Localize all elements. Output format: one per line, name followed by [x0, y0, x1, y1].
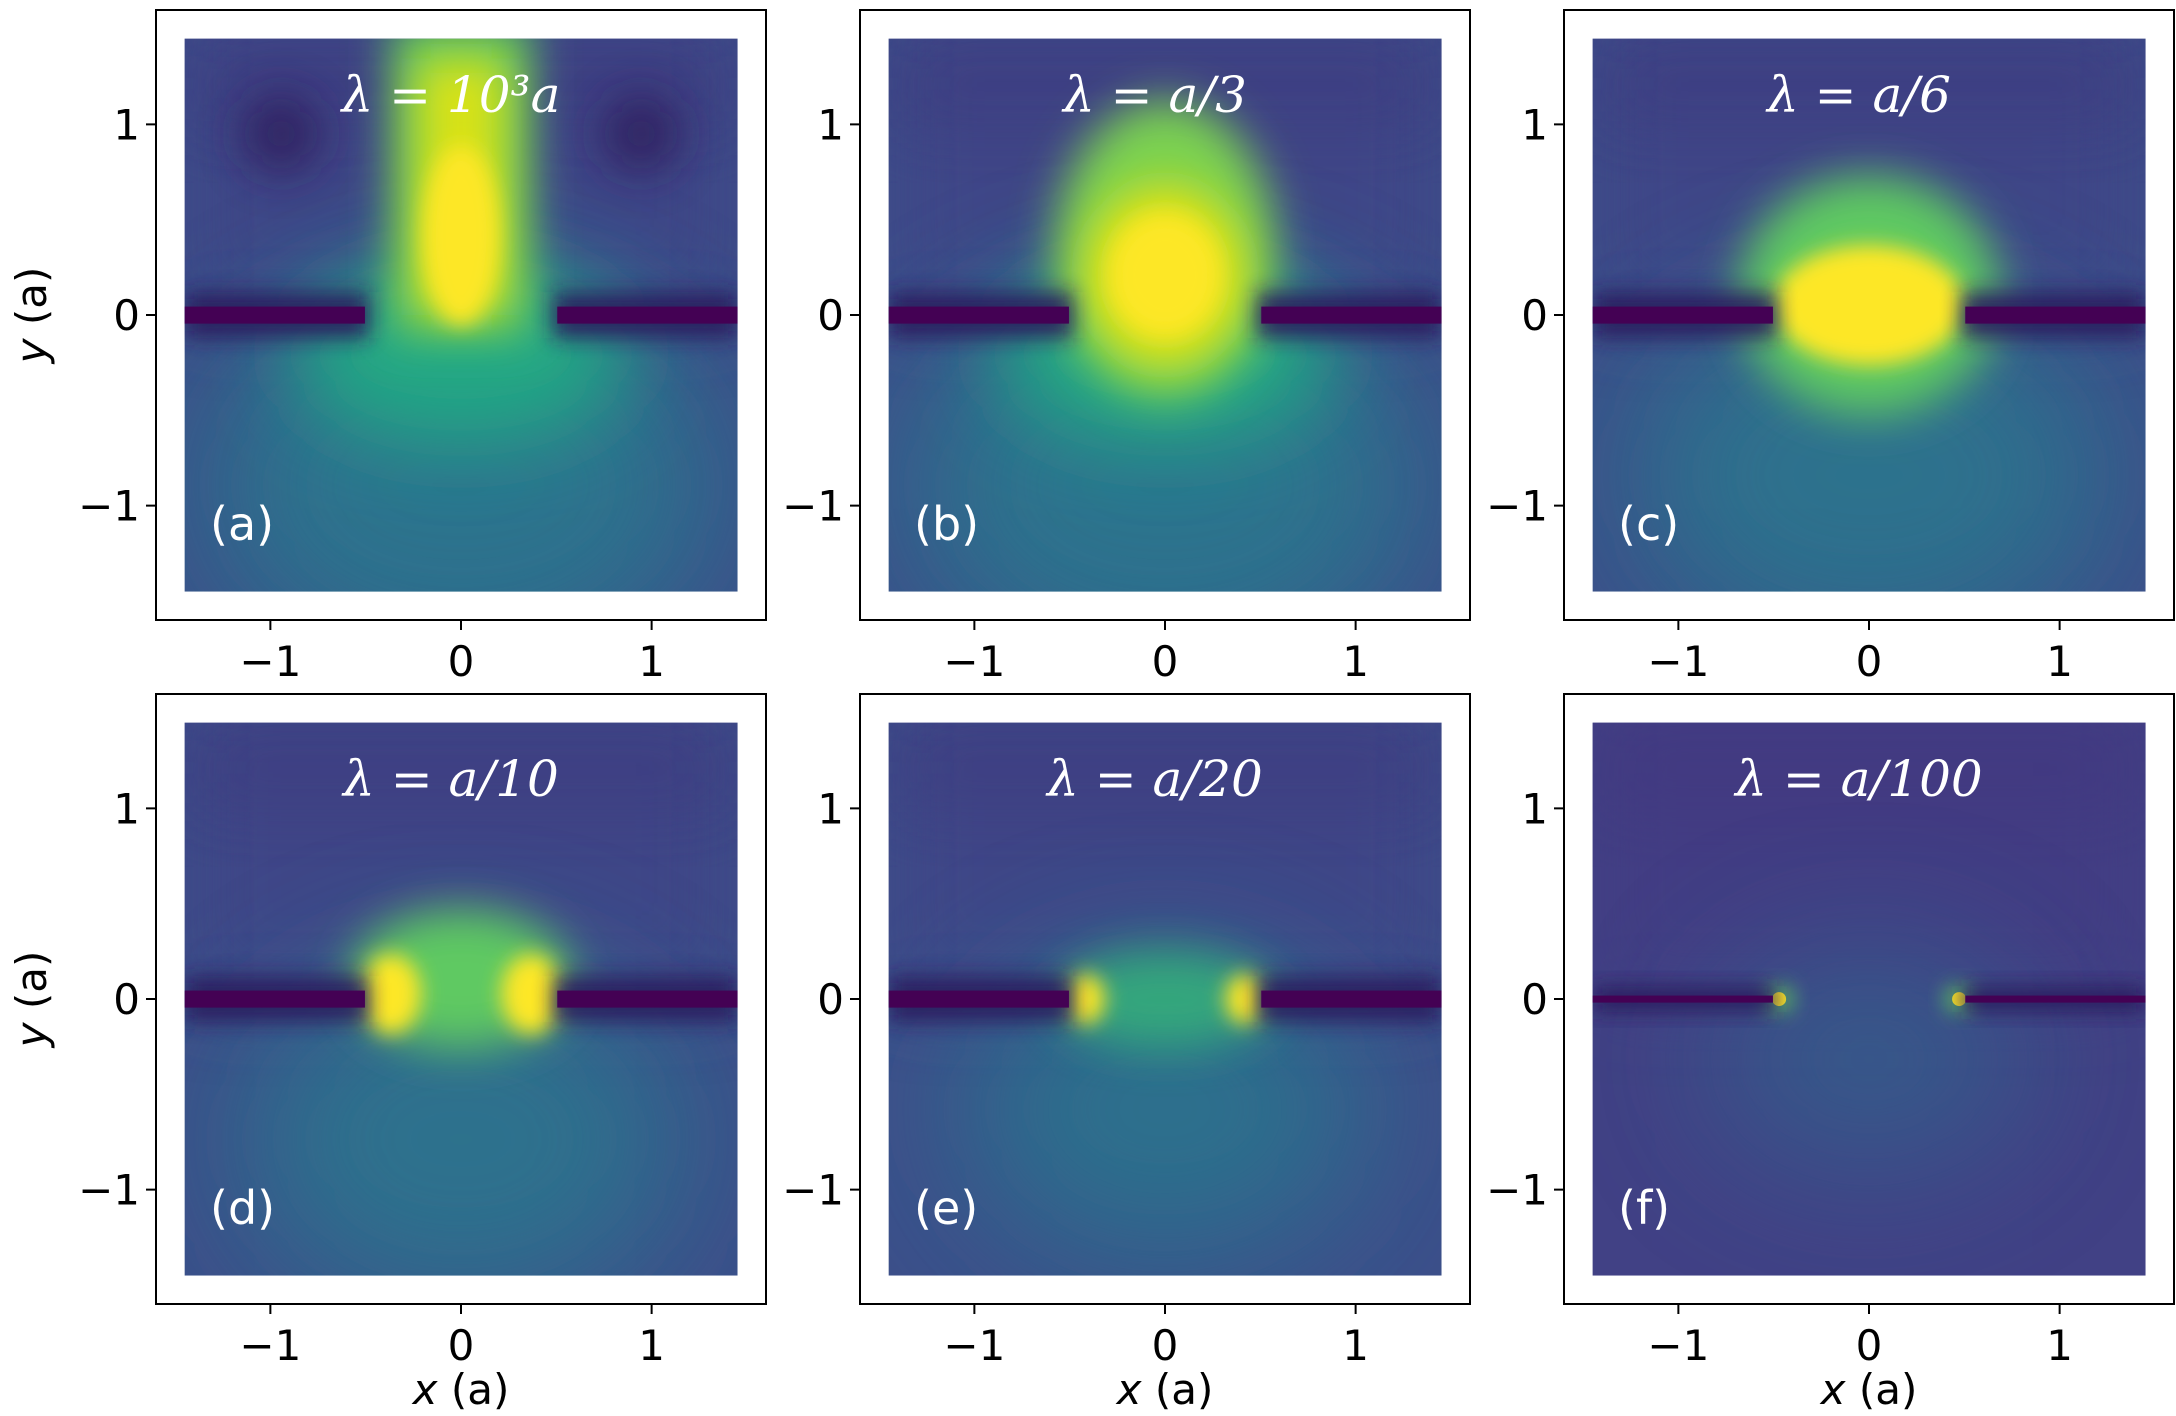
panel-letter: (c) [1618, 497, 1679, 551]
panel-title: λ = a/20 [1045, 750, 1263, 808]
plate-right [557, 990, 738, 1008]
y-tick-label: 0 [1521, 291, 1548, 340]
plate-right [1261, 990, 1442, 1008]
heatmap-image [1592, 38, 2146, 592]
x-tick-label: 1 [1342, 1321, 1369, 1370]
x-tick-label: −1 [239, 637, 301, 686]
y-axis-title: y (a) [7, 951, 56, 1050]
y-tick-label: 1 [113, 100, 140, 149]
panel-f: −1 0 1 1 0 −1 λ = a/100 (f) x (a) [1486, 693, 2175, 1414]
x-tick-label: 1 [1342, 637, 1369, 686]
x-axis-title: x (a) [411, 1365, 510, 1414]
x-tick-label: −1 [1647, 637, 1709, 686]
x-tick-label: −1 [1647, 1321, 1709, 1370]
y-tick-label: −1 [78, 1166, 140, 1215]
y-tick-label: 1 [817, 100, 844, 149]
panel-a: −1 0 1 1 0 −1 λ = 10³a (a) y (a) [7, 9, 767, 686]
y-tick-label: −1 [1486, 482, 1548, 531]
y-tick-label: −1 [782, 482, 844, 531]
x-tick-label: −1 [239, 1321, 301, 1370]
plate-right [557, 306, 738, 324]
y-tick-label: 0 [817, 291, 844, 340]
plate-left [888, 306, 1069, 324]
plate-left [1592, 995, 1773, 1003]
y-tick-label: 0 [1521, 975, 1548, 1024]
y-axis-title: y (a) [7, 267, 56, 366]
x-tick-label: 0 [1152, 1321, 1179, 1370]
y-tick-label: 0 [113, 975, 140, 1024]
y-tick-label: 0 [113, 291, 140, 340]
plate-right [1965, 995, 2146, 1003]
panel-d: −1 0 1 1 0 −1 λ = a/10 (d) y (a) x (a) [7, 693, 767, 1414]
plate-left [184, 306, 365, 324]
x-tick-label: −1 [943, 1321, 1005, 1370]
panel-letter: (e) [914, 1181, 978, 1235]
panel-title: λ = a/3 [1061, 66, 1247, 124]
x-tick-label: 0 [1152, 637, 1179, 686]
panel-title: λ = a/10 [341, 750, 559, 808]
x-axis-title: x (a) [1819, 1365, 1918, 1414]
heatmap-image [888, 38, 1442, 592]
x-axis-title: x (a) [1115, 1365, 1214, 1414]
panel-letter: (d) [210, 1181, 275, 1235]
panel-letter: (f) [1618, 1181, 1670, 1235]
plate-left [1592, 306, 1773, 324]
x-tick-label: 1 [2046, 637, 2073, 686]
plate-right [1261, 306, 1442, 324]
y-tick-label: −1 [782, 1166, 844, 1215]
panel-title: λ = a/100 [1733, 750, 1982, 808]
x-tick-label: 0 [448, 637, 475, 686]
heatmap-image [184, 722, 738, 1276]
y-tick-label: 1 [1521, 100, 1548, 149]
panel-title: λ = 10³a [340, 66, 561, 124]
plate-left [184, 990, 365, 1008]
heatmap-image [888, 722, 1442, 1276]
plate-left [888, 990, 1069, 1008]
panel-e: −1 0 1 1 0 −1 λ = a/20 (e) x (a) [782, 693, 1471, 1414]
x-tick-label: 0 [448, 1321, 475, 1370]
y-tick-label: 1 [1521, 784, 1548, 833]
y-tick-label: 0 [817, 975, 844, 1024]
panel-c: −1 0 1 1 0 −1 λ = a/6 (c) [1486, 9, 2175, 686]
y-tick-label: 1 [817, 784, 844, 833]
x-tick-label: 0 [1856, 637, 1883, 686]
y-tick-label: 1 [113, 784, 140, 833]
panel-letter: (a) [210, 497, 274, 551]
y-tick-label: −1 [1486, 1166, 1548, 1215]
heatmap-image [184, 38, 738, 592]
panel-b: −1 0 1 1 0 −1 λ = a/3 (b) [782, 9, 1471, 686]
panel-title: λ = a/6 [1765, 66, 1951, 124]
panel-letter: (b) [914, 497, 979, 551]
plate-right [1965, 306, 2146, 324]
x-tick-label: −1 [943, 637, 1005, 686]
heatmap-image [1592, 722, 2146, 1276]
x-tick-label: 1 [638, 1321, 665, 1370]
x-tick-label: 0 [1856, 1321, 1883, 1370]
x-tick-label: 1 [2046, 1321, 2073, 1370]
y-tick-label: −1 [78, 482, 140, 531]
x-tick-label: 1 [638, 637, 665, 686]
